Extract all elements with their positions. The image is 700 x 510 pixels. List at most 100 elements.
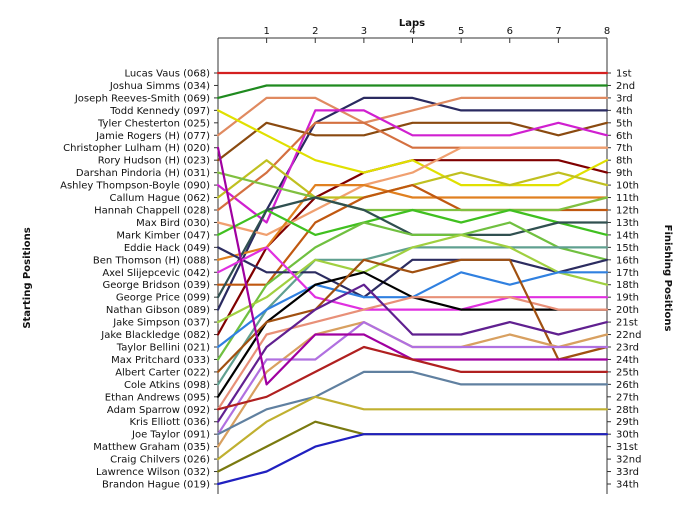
finish-position-label: 10th <box>616 181 639 192</box>
series-line-32 <box>216 395 609 461</box>
x-tick-label: 1 <box>263 26 269 37</box>
finish-position-label: 15th <box>616 243 639 254</box>
series-line-6 <box>216 109 609 224</box>
series-line-34 <box>216 433 609 486</box>
start-position-label: Ashley Thompson-Boyle (090) <box>60 181 210 192</box>
start-position-label: Christopher Lulham (H) (020) <box>63 143 210 154</box>
finish-position-label: 3rd <box>616 93 633 104</box>
start-position-label: Eddie Hack (049) <box>124 243 210 254</box>
finish-position-label: 33rd <box>616 467 639 478</box>
start-position-label: Hannah Chappell (028) <box>94 206 210 217</box>
start-position-label: Tyler Chesterton (025) <box>97 118 210 129</box>
series-line-28 <box>216 321 609 436</box>
start-position-label: Jamie Rogers (H) (077) <box>95 131 210 142</box>
finish-position-label: 29th <box>616 417 639 428</box>
start-position-label: George Bridson (039) <box>103 280 211 291</box>
y-axis-title-right: Finishing Positions <box>662 225 673 332</box>
series-line-20 <box>216 233 609 324</box>
series-layer <box>216 71 609 486</box>
start-position-label: Kris Elliott (036) <box>129 417 210 428</box>
start-position-label: Rory Hudson (H) (023) <box>98 156 210 167</box>
start-position-label: Brandon Hague (019) <box>102 480 210 491</box>
finish-position-label: 26th <box>616 380 639 391</box>
finish-position-label: 7th <box>616 143 633 154</box>
finish-position-label: 23rd <box>616 343 639 354</box>
series-line-33 <box>216 420 609 473</box>
start-position-label: Nathan Gibson (089) <box>106 305 210 316</box>
x-tick-label: 3 <box>361 26 367 37</box>
finish-position-label: 24th <box>616 355 639 366</box>
labels-layer: Lucas Vaus (068)Joshua Simms (034)Joseph… <box>60 69 641 491</box>
finish-position-label: 12th <box>616 206 639 217</box>
start-position-label: Joseph Reeves-Smith (069) <box>74 93 210 104</box>
series-line-15 <box>216 208 609 236</box>
series-line-12 <box>216 184 609 261</box>
finish-position-label: 1st <box>616 69 632 80</box>
finish-position-label: 6th <box>616 131 633 142</box>
start-position-label: Ethan Andrews (095) <box>105 392 210 403</box>
finish-position-label: 22nd <box>616 330 641 341</box>
start-position-label: Todd Kennedy (097) <box>109 106 210 117</box>
series-line-25 <box>216 258 609 373</box>
finish-position-label: 16th <box>616 255 639 266</box>
start-position-label: Ben Thomson (H) (088) <box>93 255 210 266</box>
series-line-5 <box>216 121 609 162</box>
start-position-label: Lawrence Wilson (032) <box>96 467 210 478</box>
x-tick-label: 8 <box>604 26 610 37</box>
start-position-label: George Price (099) <box>116 293 210 304</box>
x-tick-label: 5 <box>458 26 464 37</box>
start-position-label: Max Bird (030) <box>136 218 210 229</box>
finish-position-label: 9th <box>616 168 633 179</box>
finish-position-label: 11th <box>616 193 639 204</box>
start-position-label: Callum Hague (062) <box>110 193 211 204</box>
finish-position-label: 34th <box>616 480 639 491</box>
start-position-label: Joe Taylor (091) <box>131 430 210 441</box>
series-line-2 <box>216 84 609 100</box>
finish-position-label: 20th <box>616 305 639 316</box>
x-tick-label: 2 <box>312 26 318 37</box>
series-line-19 <box>216 246 609 299</box>
series-line-31 <box>216 370 609 436</box>
start-position-label: Taylor Bellini (021) <box>116 343 210 354</box>
finish-position-label: 32nd <box>616 455 641 466</box>
start-position-label: Darshan Pindoria (H) (031) <box>76 168 210 179</box>
start-position-label: Matthew Graham (035) <box>93 442 210 453</box>
start-position-label: Max Pritchard (033) <box>111 355 210 366</box>
x-axis-title: Laps <box>399 18 425 29</box>
start-position-label: Joshua Simms (034) <box>109 81 210 92</box>
finish-position-label: 8th <box>616 156 633 167</box>
finish-position-label: 18th <box>616 280 639 291</box>
finish-position-label: 27th <box>616 392 639 403</box>
finish-position-label: 4th <box>616 106 633 117</box>
start-position-label: Jake Blackledge (082) <box>100 330 210 341</box>
x-tick-label: 6 <box>507 26 513 37</box>
series-line-24 <box>216 296 609 411</box>
start-position-label: Lucas Vaus (068) <box>124 69 210 80</box>
series-line-22 <box>216 246 609 311</box>
start-position-label: Jake Simpson (037) <box>112 318 210 329</box>
finish-position-label: 19th <box>616 293 639 304</box>
finish-position-label: 2nd <box>616 81 635 92</box>
y-axis-title-left: Starting Positions <box>22 227 33 328</box>
start-position-label: Adam Sparrow (092) <box>107 405 210 416</box>
finish-position-label: 31st <box>616 442 638 453</box>
finish-position-label: 5th <box>616 118 633 129</box>
finish-position-label: 21st <box>616 318 638 329</box>
finish-position-label: 28th <box>616 405 639 416</box>
x-tick-label: 4 <box>409 26 415 37</box>
finish-position-label: 17th <box>616 268 639 279</box>
start-position-label: Mark Kimber (047) <box>116 230 210 241</box>
series-line-4 <box>216 96 609 137</box>
series-line-3 <box>216 96 609 311</box>
finish-position-label: 13th <box>616 218 639 229</box>
start-position-label: Axel Slijepcevic (042) <box>102 268 210 279</box>
finish-position-label: 25th <box>616 367 639 378</box>
start-position-label: Craig Chilvers (026) <box>110 455 210 466</box>
series-line-30 <box>216 345 609 411</box>
start-position-label: Cole Atkins (098) <box>124 380 210 391</box>
series-line-26 <box>216 283 609 423</box>
start-position-label: Albert Carter (022) <box>115 367 210 378</box>
x-tick-label: 7 <box>555 26 561 37</box>
series-line-29 <box>216 146 609 386</box>
